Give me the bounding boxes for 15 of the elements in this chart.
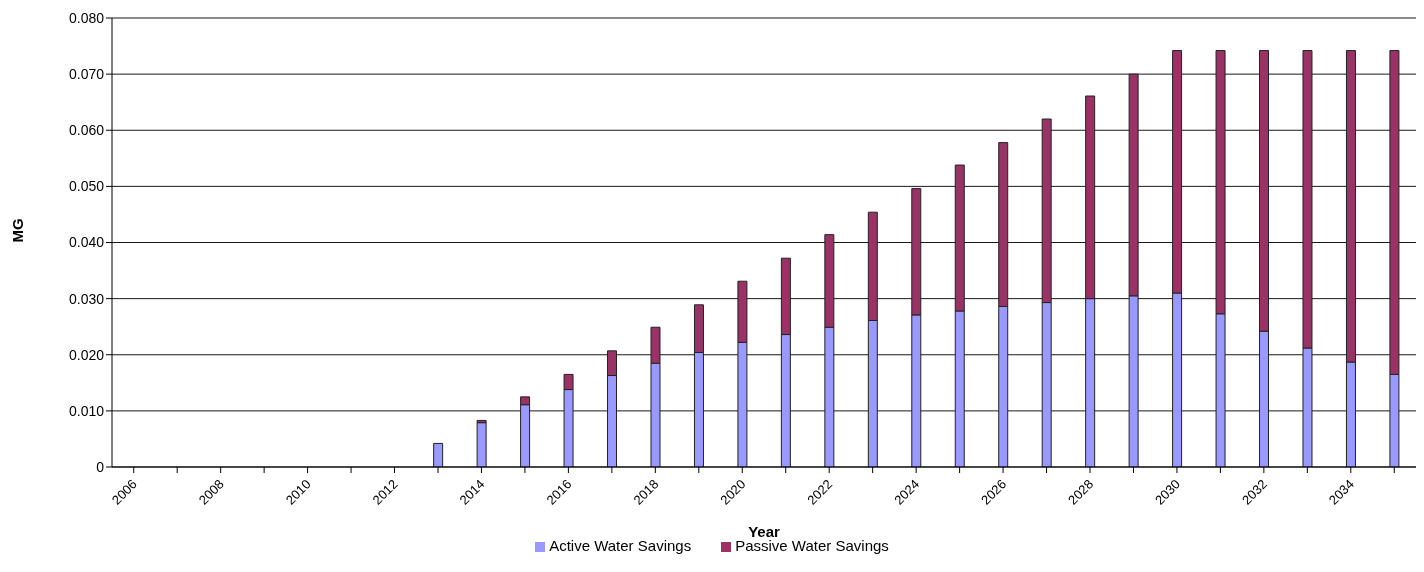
y-tick-label: 0.040: [68, 234, 105, 251]
x-axis-title: Year: [748, 523, 781, 540]
y-tick-label: 0.030: [68, 290, 105, 307]
y-tick-label: 0.020: [68, 346, 105, 363]
legend-label: Active Water Savings: [549, 537, 692, 554]
y-tick-label: 0: [96, 458, 105, 475]
y-tick-label: 0.010: [68, 402, 105, 419]
y-tick-label: 0.070: [68, 66, 105, 83]
y-tick-label: 0.080: [68, 9, 105, 26]
y-tick-label: 0.050: [68, 178, 105, 195]
legend-label: Passive Water Savings: [735, 537, 889, 554]
bar: [476, 422, 487, 467]
bar: [433, 442, 444, 467]
y-axis-title: MG: [9, 218, 27, 243]
y-tick-label: 0.060: [68, 122, 105, 139]
